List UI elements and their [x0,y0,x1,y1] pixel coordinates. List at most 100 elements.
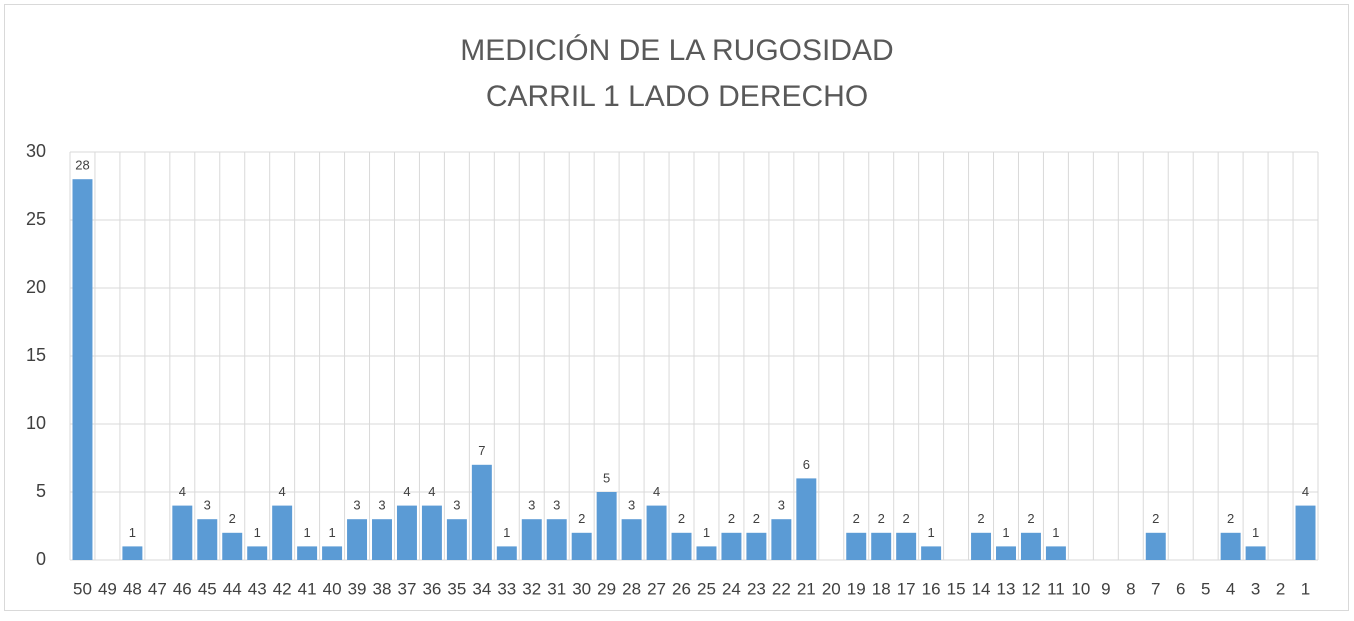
x-tick-label: 16 [922,579,941,598]
bar [247,546,268,560]
bar [1020,532,1041,560]
data-label: 6 [803,457,810,472]
bar [421,505,442,560]
bar [122,546,143,560]
data-label: 1 [928,525,935,540]
x-tick-label: 26 [672,579,691,598]
data-label: 2 [903,511,910,526]
x-tick-label: 36 [422,579,441,598]
bar [396,505,417,560]
x-tick-label: 18 [872,579,891,598]
x-tick-label: 42 [273,579,292,598]
x-tick-label: 7 [1151,579,1160,598]
bar [1295,505,1316,560]
x-tick-label: 4 [1226,579,1235,598]
data-label: 2 [1027,511,1034,526]
bar [471,464,492,560]
bar [446,519,467,560]
bar [746,532,767,560]
x-tick-label: 15 [947,579,966,598]
data-label: 2 [1227,511,1234,526]
x-tick-label: 1 [1301,579,1310,598]
bar [871,532,892,560]
x-tick-label: 30 [572,579,591,598]
x-tick-label: 41 [298,579,317,598]
bar [172,505,193,560]
bar [72,179,93,560]
data-label: 28 [75,158,89,173]
data-label: 3 [628,498,635,513]
data-label: 3 [553,498,560,513]
x-tick-label: 21 [797,579,816,598]
data-label: 2 [229,511,236,526]
x-tick-label: 44 [223,579,242,598]
bar [996,546,1016,560]
bar [571,532,592,560]
bar [671,532,692,560]
data-label: 3 [353,498,360,513]
x-tick-label: 19 [847,579,866,598]
x-tick-label: 24 [722,579,741,598]
bar [197,519,218,560]
x-tick-label: 32 [522,579,541,598]
bar [646,505,667,560]
chart-title: MEDICIÓN DE LA RUGOSIDAD [460,34,893,67]
data-label: 3 [528,498,535,513]
bar [696,546,717,560]
bar [322,546,343,560]
x-tick-label: 2 [1276,579,1285,598]
data-label: 1 [503,525,510,540]
data-label: 2 [678,511,685,526]
bar [621,519,642,560]
data-label: 2 [853,511,860,526]
x-tick-label: 28 [622,579,641,598]
data-label: 2 [578,511,585,526]
x-tick-label: 33 [497,579,516,598]
x-tick-label: 17 [897,579,916,598]
data-label: 4 [653,484,660,499]
data-label: 2 [977,511,984,526]
x-tick-label: 6 [1176,579,1185,598]
y-tick-label: 15 [26,345,46,365]
bar [272,505,293,560]
x-tick-label: 35 [447,579,466,598]
data-label: 1 [129,525,136,540]
bar [546,519,567,560]
data-label: 2 [878,511,885,526]
bar [796,478,817,560]
data-label: 4 [428,484,435,499]
x-tick-label: 25 [697,579,716,598]
chart-border [4,4,1349,611]
x-tick-label: 27 [647,579,666,598]
y-tick-label: 5 [36,481,46,501]
x-tick-label: 37 [397,579,416,598]
data-label: 1 [304,525,311,540]
data-label: 4 [403,484,410,499]
x-tick-label: 20 [822,579,841,598]
x-tick-label: 13 [997,579,1016,598]
x-tick-label: 46 [173,579,192,598]
x-tick-label: 34 [472,579,491,598]
x-tick-label: 10 [1071,579,1090,598]
x-tick-label: 43 [248,579,267,598]
x-tick-label: 48 [123,579,142,598]
x-tick-label: 49 [98,579,117,598]
data-label: 3 [778,498,785,513]
bar [347,519,368,560]
data-label: 2 [753,511,760,526]
bar [1220,532,1241,560]
data-label: 1 [703,525,710,540]
bar [896,532,917,560]
chart-subtitle: CARRIL 1 LADO DERECHO [486,80,868,113]
data-label: 1 [1052,525,1059,540]
bar [1145,532,1166,560]
x-tick-label: 50 [73,579,92,598]
y-tick-label: 25 [26,209,46,229]
data-label: 3 [453,498,460,513]
data-label: 4 [179,484,186,499]
data-label: 4 [279,484,286,499]
bar [297,546,318,560]
x-tick-label: 40 [323,579,342,598]
x-tick-label: 3 [1251,579,1260,598]
